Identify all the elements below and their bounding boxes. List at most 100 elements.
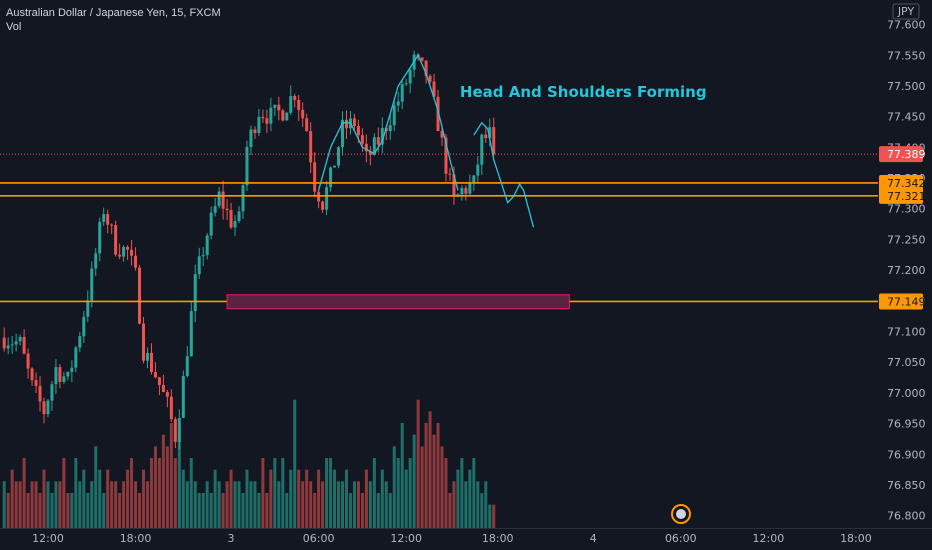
candle-body [98, 221, 102, 254]
price-tick-label: 77.500 [887, 80, 926, 93]
volume-bar [149, 458, 153, 528]
volume-bar [269, 469, 273, 528]
time-tick-label: 12:00 [753, 532, 785, 545]
volume-bar [126, 469, 130, 528]
candle-body [149, 352, 153, 372]
candle-body [110, 224, 114, 226]
candle-body [185, 356, 189, 377]
volume-bar [420, 446, 424, 528]
time-tick-label: 18:00 [482, 532, 514, 545]
candle-body [134, 255, 138, 268]
volume-bar [173, 458, 177, 528]
price-tick-label: 77.600 [887, 19, 926, 32]
level-price-tag-box [879, 187, 923, 204]
price-axis: 77.65077.60077.55077.50077.45077.40077.3… [878, 0, 932, 550]
candle-body [380, 127, 384, 145]
volume-bar [460, 458, 464, 528]
candle-body [364, 143, 368, 152]
time-tick-label: 06:00 [303, 532, 335, 545]
price-tick-label: 77.250 [887, 233, 926, 246]
volume-bar [440, 446, 444, 528]
candle-body [233, 221, 237, 228]
candle-body [130, 249, 134, 256]
volume-bar [6, 493, 10, 528]
chart-legend: Australian Dollar / Japanese Yen, 15, FX… [6, 6, 221, 34]
volume-bar [360, 493, 364, 528]
candle-body [66, 371, 70, 377]
time-tick-label: 12:00 [390, 532, 422, 545]
candle-body [492, 127, 496, 155]
volume-bar [245, 469, 249, 528]
price-tick-label: 77.100 [887, 326, 926, 339]
candle-body [325, 187, 329, 210]
candle-body [58, 367, 62, 382]
candle-body [460, 187, 464, 195]
volume-bar [165, 446, 169, 528]
candle-body [249, 129, 253, 147]
volume-bar [273, 458, 277, 528]
volume-bar [321, 481, 325, 528]
candle-body [281, 110, 285, 121]
volume-bar [265, 493, 269, 528]
current-price-tag-label: 77.389 [887, 148, 926, 161]
candle-body [169, 396, 173, 420]
volume-bar [313, 493, 317, 528]
candle-body [484, 134, 488, 139]
candle-body [257, 116, 261, 133]
volume-bar [301, 481, 305, 528]
candlesticks [2, 50, 496, 450]
volume-bar [356, 481, 360, 528]
price-tick-label: 77.200 [887, 264, 926, 277]
volume-bar [464, 481, 468, 528]
candle-body [157, 377, 161, 385]
volume-bar [376, 493, 380, 528]
candle-body [344, 119, 348, 129]
volume-bar [325, 458, 329, 528]
volume-bar [46, 481, 50, 528]
candle-body [86, 300, 90, 317]
volume-bar [400, 423, 404, 528]
volume-bar [62, 458, 66, 528]
volume-bar [181, 469, 185, 528]
time-axis-bg [0, 528, 932, 550]
volume-bar [368, 481, 372, 528]
volume-bar [428, 411, 432, 528]
current-price-tag: 77.389 [879, 146, 926, 163]
volume-bar [2, 481, 6, 528]
price-axis-bg [878, 0, 932, 550]
demand-zone-rect [226, 294, 570, 310]
volume-bar [392, 446, 396, 528]
candle-body [293, 95, 297, 100]
replay-marker-icon[interactable] [671, 504, 691, 524]
candle-body [46, 400, 50, 415]
candle-body [269, 107, 273, 124]
level-price-tag: 77.149 [879, 293, 926, 310]
volume-bar [94, 446, 98, 528]
volume-bar [261, 458, 265, 528]
volume-bar [293, 399, 297, 528]
candle-body [205, 235, 209, 256]
candle-body [50, 384, 54, 401]
candle-body [70, 367, 74, 372]
candle-body [54, 367, 58, 385]
volume-bar [444, 458, 448, 528]
time-tick-label: 3 [228, 532, 235, 545]
candle-body [106, 214, 110, 225]
candle-body [173, 419, 177, 442]
volume-bar [110, 481, 114, 528]
candle-body [452, 174, 456, 197]
candle-body [341, 119, 344, 148]
head-shoulders-curve [317, 53, 459, 191]
level-price-tag: 77.342 [879, 174, 926, 191]
volume-bar [217, 481, 221, 528]
volume-bar [396, 458, 400, 528]
candle-body [301, 109, 305, 119]
volume-bar [10, 469, 14, 528]
volume-bar [213, 469, 217, 528]
volume-bar [106, 469, 110, 528]
candle-body [436, 96, 440, 132]
volume-bar [130, 458, 134, 528]
volume-bar [134, 481, 138, 528]
price-tick-label: 76.950 [887, 418, 926, 431]
